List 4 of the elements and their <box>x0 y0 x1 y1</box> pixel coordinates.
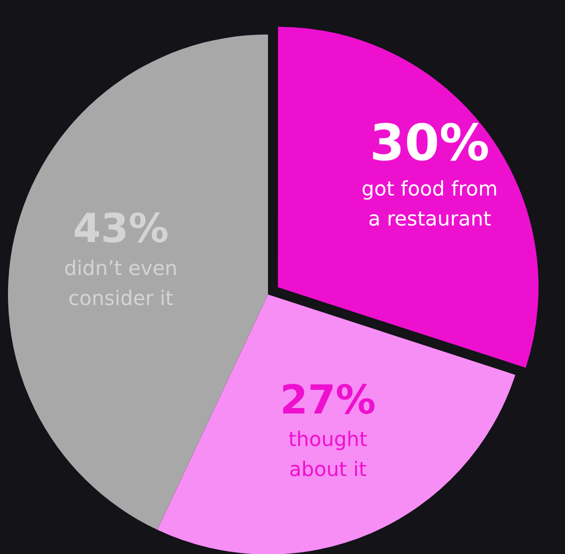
data-label: 27% <box>280 377 376 424</box>
slice-label: got food from a restaurant <box>362 176 498 230</box>
data-label: 30% <box>370 114 490 172</box>
slice-label: thought about it <box>288 427 368 482</box>
